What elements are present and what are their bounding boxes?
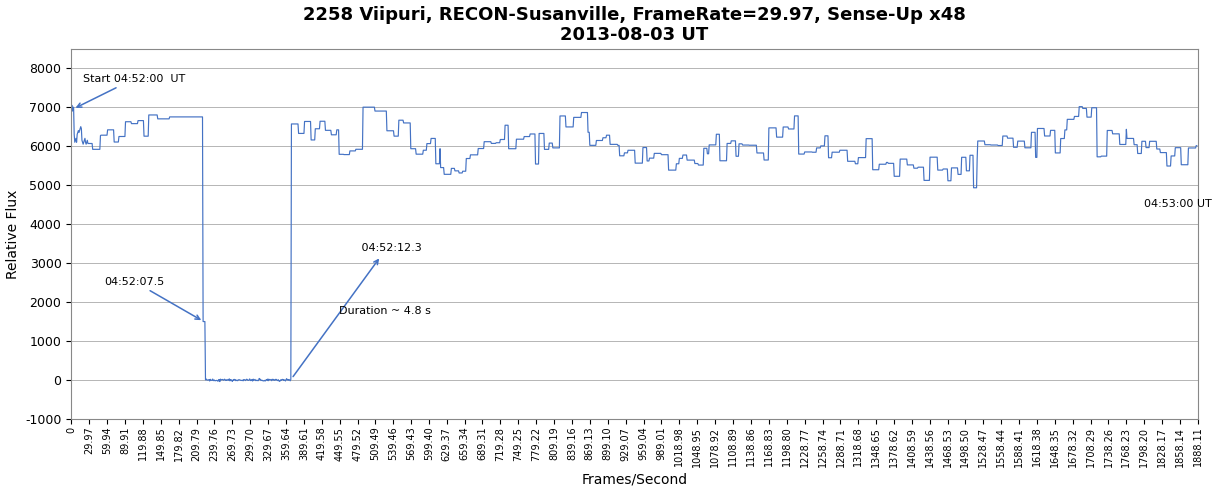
Title: 2258 Viipuri, RECON-Susanville, FrameRate=29.97, Sense-Up x48
2013-08-03 UT: 2258 Viipuri, RECON-Susanville, FrameRat…: [303, 5, 966, 44]
Text: Duration ~ 4.8 s: Duration ~ 4.8 s: [340, 306, 432, 316]
X-axis label: Frames/Second: Frames/Second: [581, 472, 688, 487]
Text: 04:52:12.3: 04:52:12.3: [293, 244, 422, 376]
Text: 04:53:00 UT: 04:53:00 UT: [1144, 199, 1213, 209]
Text: 04:52:07.5: 04:52:07.5: [104, 277, 200, 319]
Y-axis label: Relative Flux: Relative Flux: [6, 189, 20, 278]
Text: Start 04:52:00  UT: Start 04:52:00 UT: [77, 74, 185, 107]
